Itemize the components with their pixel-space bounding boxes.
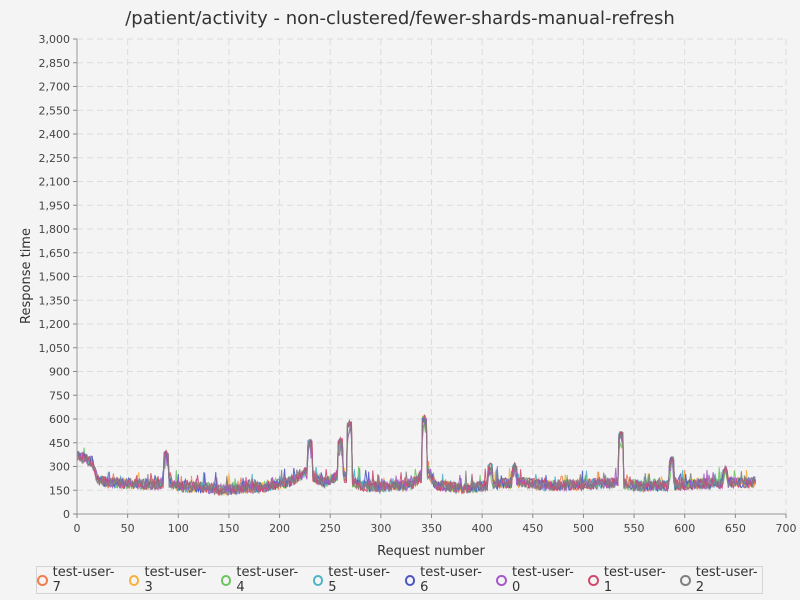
legend-item[interactable]: test-user-4 bbox=[220, 565, 303, 595]
x-tick-label: 450 bbox=[522, 522, 543, 535]
y-tick-label: 600 bbox=[49, 413, 70, 426]
y-tick-label: 1,650 bbox=[39, 247, 71, 260]
x-axis-label: Request number bbox=[377, 544, 485, 559]
legend-item[interactable]: test-user-5 bbox=[312, 565, 395, 595]
legend-symbol bbox=[404, 574, 416, 586]
legend-label: test-user-1 bbox=[603, 565, 666, 595]
y-tick-label: 2,550 bbox=[39, 104, 71, 117]
y-tick-label: 2,250 bbox=[39, 152, 71, 165]
x-tick-label: 350 bbox=[421, 522, 442, 535]
legend-label: test-user-3 bbox=[144, 565, 207, 595]
chart-title: /patient/activity - non-clustered/fewer-… bbox=[125, 8, 675, 29]
y-tick-label: 750 bbox=[49, 389, 70, 402]
y-tick-label: 150 bbox=[49, 484, 70, 497]
y-tick-label: 1,350 bbox=[39, 294, 71, 307]
legend-item[interactable]: test-user-0 bbox=[496, 565, 578, 595]
y-tick-label: 0 bbox=[63, 508, 70, 521]
legend-item[interactable]: test-user-6 bbox=[404, 565, 487, 595]
legend: test-user-7 test-user-3 test-user-4 test-us… bbox=[36, 565, 763, 595]
legend-item[interactable]: test-user-2 bbox=[680, 565, 762, 595]
series-line-test-user-2 bbox=[76, 417, 756, 497]
legend-label: test-user-2 bbox=[695, 565, 758, 595]
ticks: 0 150 300 450 600 750 900 1,050 1,200 1,350 1,500 1… bbox=[39, 33, 797, 535]
series-layer bbox=[76, 414, 757, 497]
y-tick-label: 900 bbox=[49, 366, 70, 379]
x-tick-label: 400 bbox=[472, 522, 493, 535]
x-tick-label: 100 bbox=[168, 522, 189, 535]
legend-symbol bbox=[680, 574, 691, 586]
x-tick-label: 700 bbox=[776, 522, 797, 535]
y-tick-label: 3,000 bbox=[39, 33, 71, 46]
x-tick-label: 150 bbox=[218, 522, 239, 535]
x-tick-label: 50 bbox=[121, 522, 135, 535]
x-tick-label: 0 bbox=[74, 522, 81, 535]
legend-symbol bbox=[37, 574, 48, 586]
y-tick-label: 2,700 bbox=[39, 81, 71, 94]
x-tick-label: 550 bbox=[624, 522, 645, 535]
x-tick-label: 500 bbox=[573, 522, 594, 535]
y-tick-label: 1,500 bbox=[39, 271, 71, 284]
y-tick-label: 2,400 bbox=[39, 128, 71, 141]
legend-label: test-user-4 bbox=[236, 565, 299, 595]
legend-label: test-user-7 bbox=[52, 565, 115, 595]
legend-symbol bbox=[220, 574, 232, 586]
legend-symbol bbox=[312, 574, 324, 586]
x-tick-label: 300 bbox=[370, 522, 391, 535]
y-tick-label: 2,100 bbox=[39, 176, 71, 189]
y-tick-label: 1,050 bbox=[39, 342, 71, 355]
x-tick-label: 650 bbox=[725, 522, 746, 535]
y-tick-label: 1,200 bbox=[39, 318, 71, 331]
grid bbox=[76, 38, 787, 515]
legend-symbol bbox=[128, 574, 140, 586]
x-tick-label: 200 bbox=[269, 522, 290, 535]
legend-symbol bbox=[496, 574, 507, 586]
legend-symbol bbox=[588, 574, 599, 586]
legend-item[interactable]: test-user-3 bbox=[128, 565, 211, 595]
legend-item[interactable]: test-user-1 bbox=[588, 565, 670, 595]
y-tick-label: 1,800 bbox=[39, 223, 71, 236]
y-tick-label: 450 bbox=[49, 437, 70, 450]
legend-label: test-user-6 bbox=[420, 565, 482, 595]
y-axis-label: Response time bbox=[19, 228, 34, 324]
y-tick-label: 2,850 bbox=[39, 57, 71, 70]
x-tick-label: 600 bbox=[674, 522, 695, 535]
x-tick-label: 250 bbox=[320, 522, 341, 535]
legend-item[interactable]: test-user-7 bbox=[37, 565, 119, 595]
legend-label: test-user-0 bbox=[511, 565, 574, 595]
y-tick-label: 300 bbox=[49, 461, 70, 474]
legend-label: test-user-5 bbox=[328, 565, 391, 595]
y-tick-label: 1,950 bbox=[39, 199, 71, 212]
